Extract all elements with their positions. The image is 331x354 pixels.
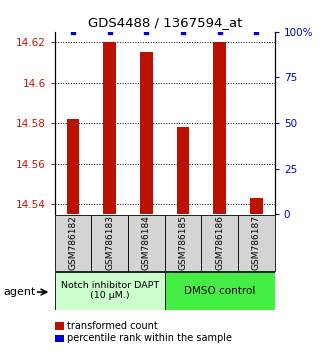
Bar [67, 119, 79, 214]
Bar [250, 198, 263, 214]
Text: transformed count: transformed count [67, 321, 158, 331]
Bar [55, 272, 165, 310]
Bar [238, 215, 275, 271]
Text: GSM786184: GSM786184 [142, 215, 151, 270]
Bar [55, 335, 64, 342]
Bar [55, 215, 91, 271]
Bar [103, 42, 116, 214]
Bar [55, 322, 64, 330]
Bar [91, 215, 128, 271]
Text: GSM786182: GSM786182 [69, 215, 77, 270]
Text: DMSO control: DMSO control [184, 286, 256, 296]
Text: GSM786185: GSM786185 [178, 215, 188, 270]
Bar [201, 215, 238, 271]
Text: agent: agent [3, 287, 36, 297]
Text: GSM786183: GSM786183 [105, 215, 114, 270]
Bar [128, 215, 165, 271]
Bar [165, 215, 201, 271]
Bar [165, 272, 275, 310]
Text: percentile rank within the sample: percentile rank within the sample [67, 333, 232, 343]
Bar [213, 42, 226, 214]
Bar [177, 127, 189, 214]
Bar [140, 52, 153, 214]
Text: Notch inhibitor DAPT
(10 μM.): Notch inhibitor DAPT (10 μM.) [61, 281, 159, 300]
Text: GSM786186: GSM786186 [215, 215, 224, 270]
Text: GSM786187: GSM786187 [252, 215, 261, 270]
Text: GDS4488 / 1367594_at: GDS4488 / 1367594_at [88, 16, 243, 29]
